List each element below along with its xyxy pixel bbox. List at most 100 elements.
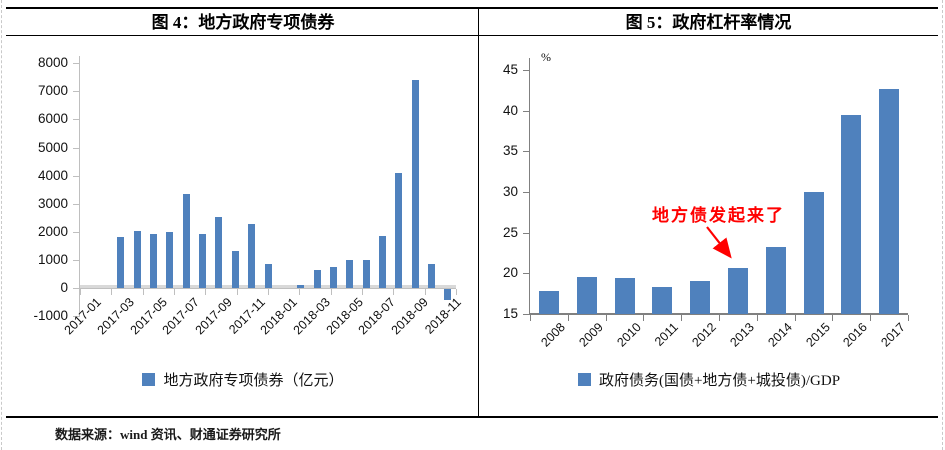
bar-2017-05 [150,234,158,288]
chart-annotation-text: 地方债发起来了 [652,206,785,225]
x-axis-tick [719,315,720,321]
y-axis-line [528,58,530,314]
y-axis-tick [523,110,530,112]
y-tick-label: 8000 [37,55,68,71]
legend-label: 政府债务(国债+地方债+城投债)/GDP [598,373,841,389]
y-tick-label: 5000 [37,139,68,155]
y-tick-label: 7000 [37,83,68,99]
y-tick-label: 35 [502,143,518,159]
bar-2018-11 [444,289,452,301]
x-axis-tick [268,289,269,295]
bar-2017-11 [248,224,256,288]
y-axis-tick [73,147,80,149]
y-tick-label: 2000 [37,223,68,239]
y-axis-tick [73,203,80,205]
bar-2018-10 [427,264,435,288]
y-tick-label: 4000 [37,167,68,183]
x-axis-tick [456,289,457,295]
x-axis-tick [362,289,363,295]
bar-2016 [841,114,862,314]
bar-2017-08 [199,234,207,288]
legend-gov-debt: 政府债务(国债+地方债+城投债)/GDP [480,369,938,390]
y-tick-label: 3000 [37,195,68,211]
bar-2017-10 [231,251,239,288]
x-axis-tick [530,315,531,321]
bar-2017-03 [117,237,125,288]
y-axis-tick [73,288,80,289]
bar-2018-03 [313,270,321,288]
y-tick-label: 0 [60,280,68,295]
x-axis-tick [832,315,834,321]
x-axis-line [80,288,456,289]
bar-2018-04 [329,266,337,288]
bar-2018-06 [362,260,370,288]
y-tick-label: 15 [502,306,518,321]
bar-2017-12 [264,264,272,288]
x-axis-tick [205,289,207,295]
bar-2011 [652,287,673,314]
title-bottom-rule [6,35,938,36]
x-axis-tick [236,289,238,295]
y-tick-label: 45 [502,62,518,78]
y-tick-label: 1000 [37,251,68,267]
legend-label: 地方政府专项债券（亿元） [163,373,344,389]
bar-2017-04 [133,230,141,288]
y-tick-label: 20 [502,265,518,281]
bar-2014 [765,246,786,314]
bar-2010 [614,278,635,314]
x-axis-tick [299,289,301,295]
bar-2018-09 [411,80,419,288]
bar-2017-07 [182,194,190,288]
y-axis-tick [73,63,80,65]
chart-title-fig4: 图 4：地方政府专项债券 [151,13,335,32]
y-axis-tick [523,192,530,194]
x-axis-tick [870,315,872,321]
page-edge-left-divider [1,0,2,450]
bar-2018-08 [395,172,403,288]
bar-2018-05 [346,260,354,288]
table-bottom-rule [6,416,938,418]
x-axis-tick [393,289,395,295]
legend-swatch-icon [577,373,591,386]
x-axis-tick [567,315,569,321]
y-tick-label: 40 [502,102,518,118]
bar-2008 [538,291,559,314]
y-axis-tick [73,259,80,261]
legend-special-bonds: 地方政府专项债券（亿元） [8,369,478,390]
y-axis-tick [523,232,530,234]
x-axis-tick [908,315,909,321]
data-source-note: 数据来源：wind 资讯、财通证券研究所 [55,427,281,442]
bar-2012 [690,280,711,314]
table-top-rule [6,7,938,9]
x-axis-tick [80,289,81,295]
x-axis-tick [330,289,332,295]
y-axis-tick [73,231,80,233]
x-axis-tick [605,315,607,321]
bar-2017-06 [166,232,174,288]
y-tick-label: 6000 [37,111,68,127]
y-tick-label: -1000 [33,308,68,324]
bar-2015 [803,192,824,314]
x-axis-tick [681,315,683,321]
x-axis-tick [794,315,796,321]
bar-2009 [576,277,597,314]
x-axis-tick [756,315,758,321]
x-axis-tick [174,289,175,295]
y-axis-tick [523,273,530,275]
y-axis-tick [523,314,530,315]
x-axis-line [530,313,908,315]
bar-2018-02 [297,284,305,288]
x-axis-tick [111,289,113,295]
bar-2018-07 [378,236,386,288]
y-axis-tick [73,91,80,93]
panel-divider [478,8,479,417]
legend-swatch-icon [142,373,156,386]
chart-title-fig5: 图 5：政府杠杆率情况 [625,13,792,32]
y-tick-label: 30 [502,184,518,200]
x-axis-tick [142,289,144,295]
y-axis-tick [73,175,80,177]
y-axis-line [79,56,80,316]
bar-2013 [727,267,748,314]
y-axis-tick [73,119,80,121]
